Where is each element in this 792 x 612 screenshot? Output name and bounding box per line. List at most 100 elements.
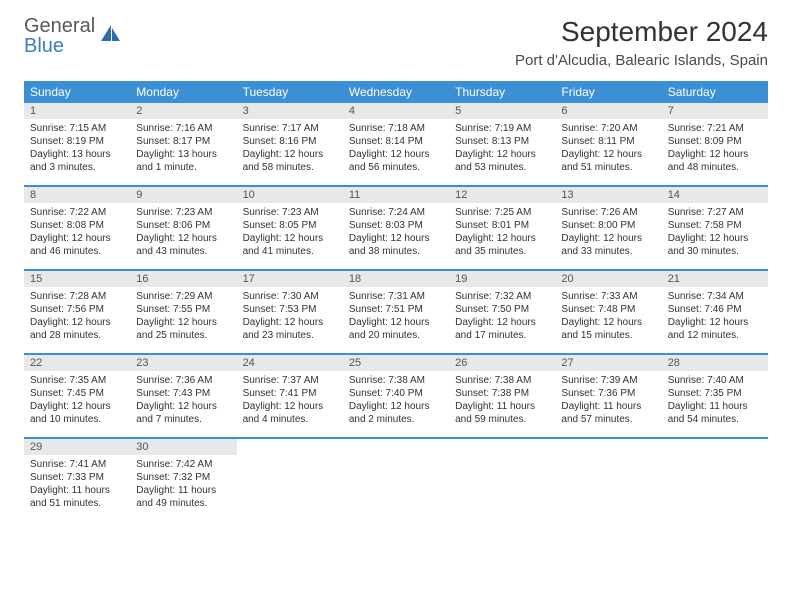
day-number: 18 <box>343 271 449 287</box>
calendar-cell: 20Sunrise: 7:33 AMSunset: 7:48 PMDayligh… <box>555 270 661 354</box>
day-body: Sunrise: 7:37 AMSunset: 7:41 PMDaylight:… <box>237 371 343 432</box>
day-number: 19 <box>449 271 555 287</box>
calendar-cell: 6Sunrise: 7:20 AMSunset: 8:11 PMDaylight… <box>555 103 661 186</box>
calendar-cell: 21Sunrise: 7:34 AMSunset: 7:46 PMDayligh… <box>662 270 768 354</box>
calendar-cell: 10Sunrise: 7:23 AMSunset: 8:05 PMDayligh… <box>237 186 343 270</box>
day-body: Sunrise: 7:19 AMSunset: 8:13 PMDaylight:… <box>449 119 555 180</box>
day-body: Sunrise: 7:16 AMSunset: 8:17 PMDaylight:… <box>130 119 236 180</box>
day-number: 23 <box>130 355 236 371</box>
weekday-header: Saturday <box>662 81 768 103</box>
day-body: Sunrise: 7:23 AMSunset: 8:05 PMDaylight:… <box>237 203 343 264</box>
calendar-cell: .. <box>449 438 555 521</box>
day-body: Sunrise: 7:36 AMSunset: 7:43 PMDaylight:… <box>130 371 236 432</box>
calendar-cell: 17Sunrise: 7:30 AMSunset: 7:53 PMDayligh… <box>237 270 343 354</box>
day-number: 20 <box>555 271 661 287</box>
day-body: Sunrise: 7:26 AMSunset: 8:00 PMDaylight:… <box>555 203 661 264</box>
calendar-cell: 23Sunrise: 7:36 AMSunset: 7:43 PMDayligh… <box>130 354 236 438</box>
day-number: 13 <box>555 187 661 203</box>
day-body: Sunrise: 7:23 AMSunset: 8:06 PMDaylight:… <box>130 203 236 264</box>
calendar-cell: 2Sunrise: 7:16 AMSunset: 8:17 PMDaylight… <box>130 103 236 186</box>
day-number: 21 <box>662 271 768 287</box>
calendar-cell: 4Sunrise: 7:18 AMSunset: 8:14 PMDaylight… <box>343 103 449 186</box>
day-number: 6 <box>555 103 661 119</box>
day-number: 24 <box>237 355 343 371</box>
calendar-cell: 30Sunrise: 7:42 AMSunset: 7:32 PMDayligh… <box>130 438 236 521</box>
day-body: Sunrise: 7:22 AMSunset: 8:08 PMDaylight:… <box>24 203 130 264</box>
day-body: Sunrise: 7:25 AMSunset: 8:01 PMDaylight:… <box>449 203 555 264</box>
day-number: 29 <box>24 439 130 455</box>
day-body: Sunrise: 7:24 AMSunset: 8:03 PMDaylight:… <box>343 203 449 264</box>
day-number: 9 <box>130 187 236 203</box>
sail-icon <box>99 25 121 50</box>
day-number: 12 <box>449 187 555 203</box>
weekday-header: Tuesday <box>237 81 343 103</box>
brand-logo: General Blue <box>24 16 121 56</box>
day-number: 17 <box>237 271 343 287</box>
day-number: 8 <box>24 187 130 203</box>
calendar-cell: 14Sunrise: 7:27 AMSunset: 7:58 PMDayligh… <box>662 186 768 270</box>
weekday-header: Wednesday <box>343 81 449 103</box>
calendar-cell: 1Sunrise: 7:15 AMSunset: 8:19 PMDaylight… <box>24 103 130 186</box>
calendar-cell: 25Sunrise: 7:38 AMSunset: 7:40 PMDayligh… <box>343 354 449 438</box>
day-body: Sunrise: 7:20 AMSunset: 8:11 PMDaylight:… <box>555 119 661 180</box>
day-body: Sunrise: 7:17 AMSunset: 8:16 PMDaylight:… <box>237 119 343 180</box>
day-body: Sunrise: 7:21 AMSunset: 8:09 PMDaylight:… <box>662 119 768 180</box>
brand-line2: Blue <box>24 35 64 57</box>
calendar-cell: .. <box>662 438 768 521</box>
calendar-cell: 7Sunrise: 7:21 AMSunset: 8:09 PMDaylight… <box>662 103 768 186</box>
calendar-cell: 26Sunrise: 7:38 AMSunset: 7:38 PMDayligh… <box>449 354 555 438</box>
day-body: Sunrise: 7:40 AMSunset: 7:35 PMDaylight:… <box>662 371 768 432</box>
day-number: 15 <box>24 271 130 287</box>
day-number: 30 <box>130 439 236 455</box>
day-body: Sunrise: 7:42 AMSunset: 7:32 PMDaylight:… <box>130 455 236 516</box>
weekday-header: Sunday <box>24 81 130 103</box>
day-body: Sunrise: 7:27 AMSunset: 7:58 PMDaylight:… <box>662 203 768 264</box>
day-number: 22 <box>24 355 130 371</box>
day-number: 25 <box>343 355 449 371</box>
day-number: 27 <box>555 355 661 371</box>
day-number: 7 <box>662 103 768 119</box>
page-title: September 2024 <box>515 16 768 48</box>
calendar-cell: 8Sunrise: 7:22 AMSunset: 8:08 PMDaylight… <box>24 186 130 270</box>
day-body: Sunrise: 7:33 AMSunset: 7:48 PMDaylight:… <box>555 287 661 348</box>
day-body: Sunrise: 7:32 AMSunset: 7:50 PMDaylight:… <box>449 287 555 348</box>
day-number: 26 <box>449 355 555 371</box>
calendar-cell: .. <box>343 438 449 521</box>
day-number: 28 <box>662 355 768 371</box>
calendar-cell: 5Sunrise: 7:19 AMSunset: 8:13 PMDaylight… <box>449 103 555 186</box>
calendar-cell: 13Sunrise: 7:26 AMSunset: 8:00 PMDayligh… <box>555 186 661 270</box>
day-number: 5 <box>449 103 555 119</box>
day-number: 3 <box>237 103 343 119</box>
location-subtitle: Port d'Alcudia, Balearic Islands, Spain <box>515 52 768 69</box>
day-body: Sunrise: 7:41 AMSunset: 7:33 PMDaylight:… <box>24 455 130 516</box>
day-body: Sunrise: 7:29 AMSunset: 7:55 PMDaylight:… <box>130 287 236 348</box>
weekday-header: Monday <box>130 81 236 103</box>
day-body: Sunrise: 7:31 AMSunset: 7:51 PMDaylight:… <box>343 287 449 348</box>
day-body: Sunrise: 7:38 AMSunset: 7:38 PMDaylight:… <box>449 371 555 432</box>
day-number: 14 <box>662 187 768 203</box>
day-body: Sunrise: 7:35 AMSunset: 7:45 PMDaylight:… <box>24 371 130 432</box>
calendar-cell: 24Sunrise: 7:37 AMSunset: 7:41 PMDayligh… <box>237 354 343 438</box>
calendar-cell: .. <box>555 438 661 521</box>
weekday-header: Thursday <box>449 81 555 103</box>
day-body: Sunrise: 7:28 AMSunset: 7:56 PMDaylight:… <box>24 287 130 348</box>
day-number: 4 <box>343 103 449 119</box>
calendar-cell: 18Sunrise: 7:31 AMSunset: 7:51 PMDayligh… <box>343 270 449 354</box>
day-number: 10 <box>237 187 343 203</box>
calendar-cell: 28Sunrise: 7:40 AMSunset: 7:35 PMDayligh… <box>662 354 768 438</box>
calendar-cell: 11Sunrise: 7:24 AMSunset: 8:03 PMDayligh… <box>343 186 449 270</box>
day-number: 2 <box>130 103 236 119</box>
day-number: 16 <box>130 271 236 287</box>
day-body: Sunrise: 7:30 AMSunset: 7:53 PMDaylight:… <box>237 287 343 348</box>
day-body: Sunrise: 7:34 AMSunset: 7:46 PMDaylight:… <box>662 287 768 348</box>
day-body: Sunrise: 7:39 AMSunset: 7:36 PMDaylight:… <box>555 371 661 432</box>
day-body: Sunrise: 7:38 AMSunset: 7:40 PMDaylight:… <box>343 371 449 432</box>
calendar-cell: 16Sunrise: 7:29 AMSunset: 7:55 PMDayligh… <box>130 270 236 354</box>
day-body: Sunrise: 7:15 AMSunset: 8:19 PMDaylight:… <box>24 119 130 180</box>
calendar-cell: 3Sunrise: 7:17 AMSunset: 8:16 PMDaylight… <box>237 103 343 186</box>
calendar-cell: 19Sunrise: 7:32 AMSunset: 7:50 PMDayligh… <box>449 270 555 354</box>
calendar-cell: 27Sunrise: 7:39 AMSunset: 7:36 PMDayligh… <box>555 354 661 438</box>
weekday-header: Friday <box>555 81 661 103</box>
calendar-cell: 12Sunrise: 7:25 AMSunset: 8:01 PMDayligh… <box>449 186 555 270</box>
header: General Blue September 2024 Port d'Alcud… <box>24 16 768 69</box>
